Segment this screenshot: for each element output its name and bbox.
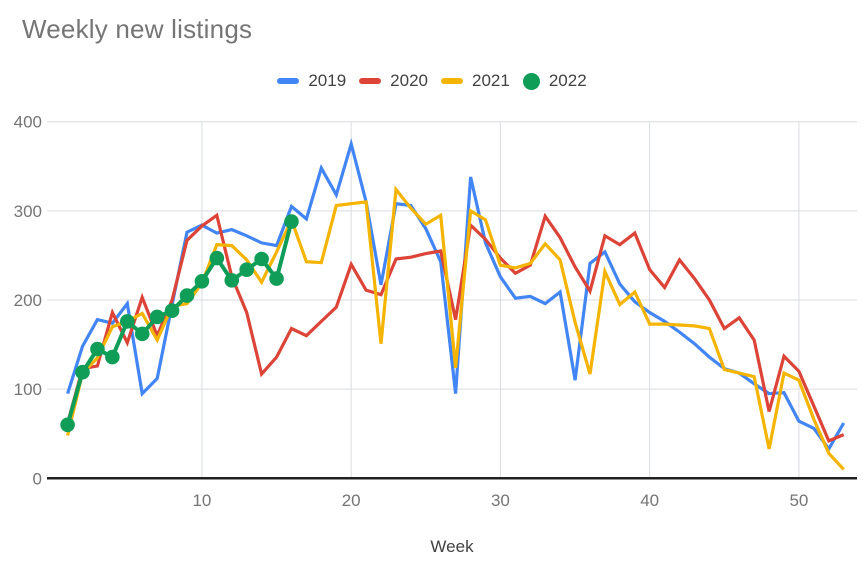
series-point-2022-week-8[interactable]: [164, 303, 180, 318]
legend-swatch-2020-dash-icon: [359, 78, 382, 84]
y-tick-label-200: 200: [14, 291, 42, 310]
series-line-2021[interactable]: [66, 185, 845, 471]
legend-label: 2020: [390, 71, 428, 90]
series-point-2022-week-1[interactable]: [60, 417, 75, 433]
series-line-2022[interactable]: [65, 220, 294, 426]
legend-label: 2021: [472, 71, 510, 90]
x-tick-label-20: 20: [342, 491, 361, 510]
series-point-2022-week-5[interactable]: [120, 314, 135, 329]
series-point-2022-week-16[interactable]: [284, 214, 299, 229]
x-axis-title: Week: [430, 537, 474, 556]
legend-item-2019[interactable]: 2019: [277, 71, 346, 91]
y-tick-label-300: 300: [14, 202, 42, 221]
x-tick-label-30: 30: [491, 491, 510, 510]
legend-label: 2019: [308, 71, 347, 90]
legend-swatch-2022-circle-icon: [522, 72, 540, 90]
series-point-2022-week-9[interactable]: [179, 288, 195, 303]
y-tick-label-100: 100: [14, 380, 42, 399]
series-point-2022-week-6[interactable]: [134, 326, 150, 342]
x-tick-label-40: 40: [640, 491, 659, 510]
series-point-2022-week-3[interactable]: [90, 341, 105, 357]
series-line-2020[interactable]: [66, 212, 845, 443]
legend-swatch-2019-dash-icon: [277, 78, 300, 84]
series-point-2022-week-2[interactable]: [75, 364, 90, 380]
series-point-2022-week-13[interactable]: [239, 262, 254, 277]
y-tick-label-0: 0: [33, 469, 42, 488]
legend: 2019 2020 2021 2022: [0, 71, 864, 91]
legend-label: 2022: [548, 71, 587, 90]
series-point-2022-week-4[interactable]: [105, 349, 120, 365]
legend-item-2020[interactable]: 2020: [359, 71, 428, 91]
series-point-2022-week-14[interactable]: [254, 251, 269, 267]
x-tick-label-50: 50: [789, 491, 808, 510]
series-point-2022-week-10[interactable]: [194, 273, 210, 289]
series-line-2019[interactable]: [66, 137, 846, 452]
y-tick-label-400: 400: [14, 113, 42, 132]
x-tick-label-10: 10: [192, 491, 211, 510]
legend-item-2021[interactable]: 2021: [441, 71, 510, 91]
series-point-2022-week-15[interactable]: [269, 271, 284, 286]
series-point-2022-week-7[interactable]: [149, 309, 165, 325]
legend-swatch-2021-dash-icon: [441, 78, 463, 84]
chart-title: Weekly new listings: [22, 14, 253, 44]
series-point-2022-week-12[interactable]: [224, 273, 240, 288]
legend-item-2022[interactable]: 2022: [522, 71, 587, 91]
series-point-2022-week-11[interactable]: [209, 250, 225, 266]
